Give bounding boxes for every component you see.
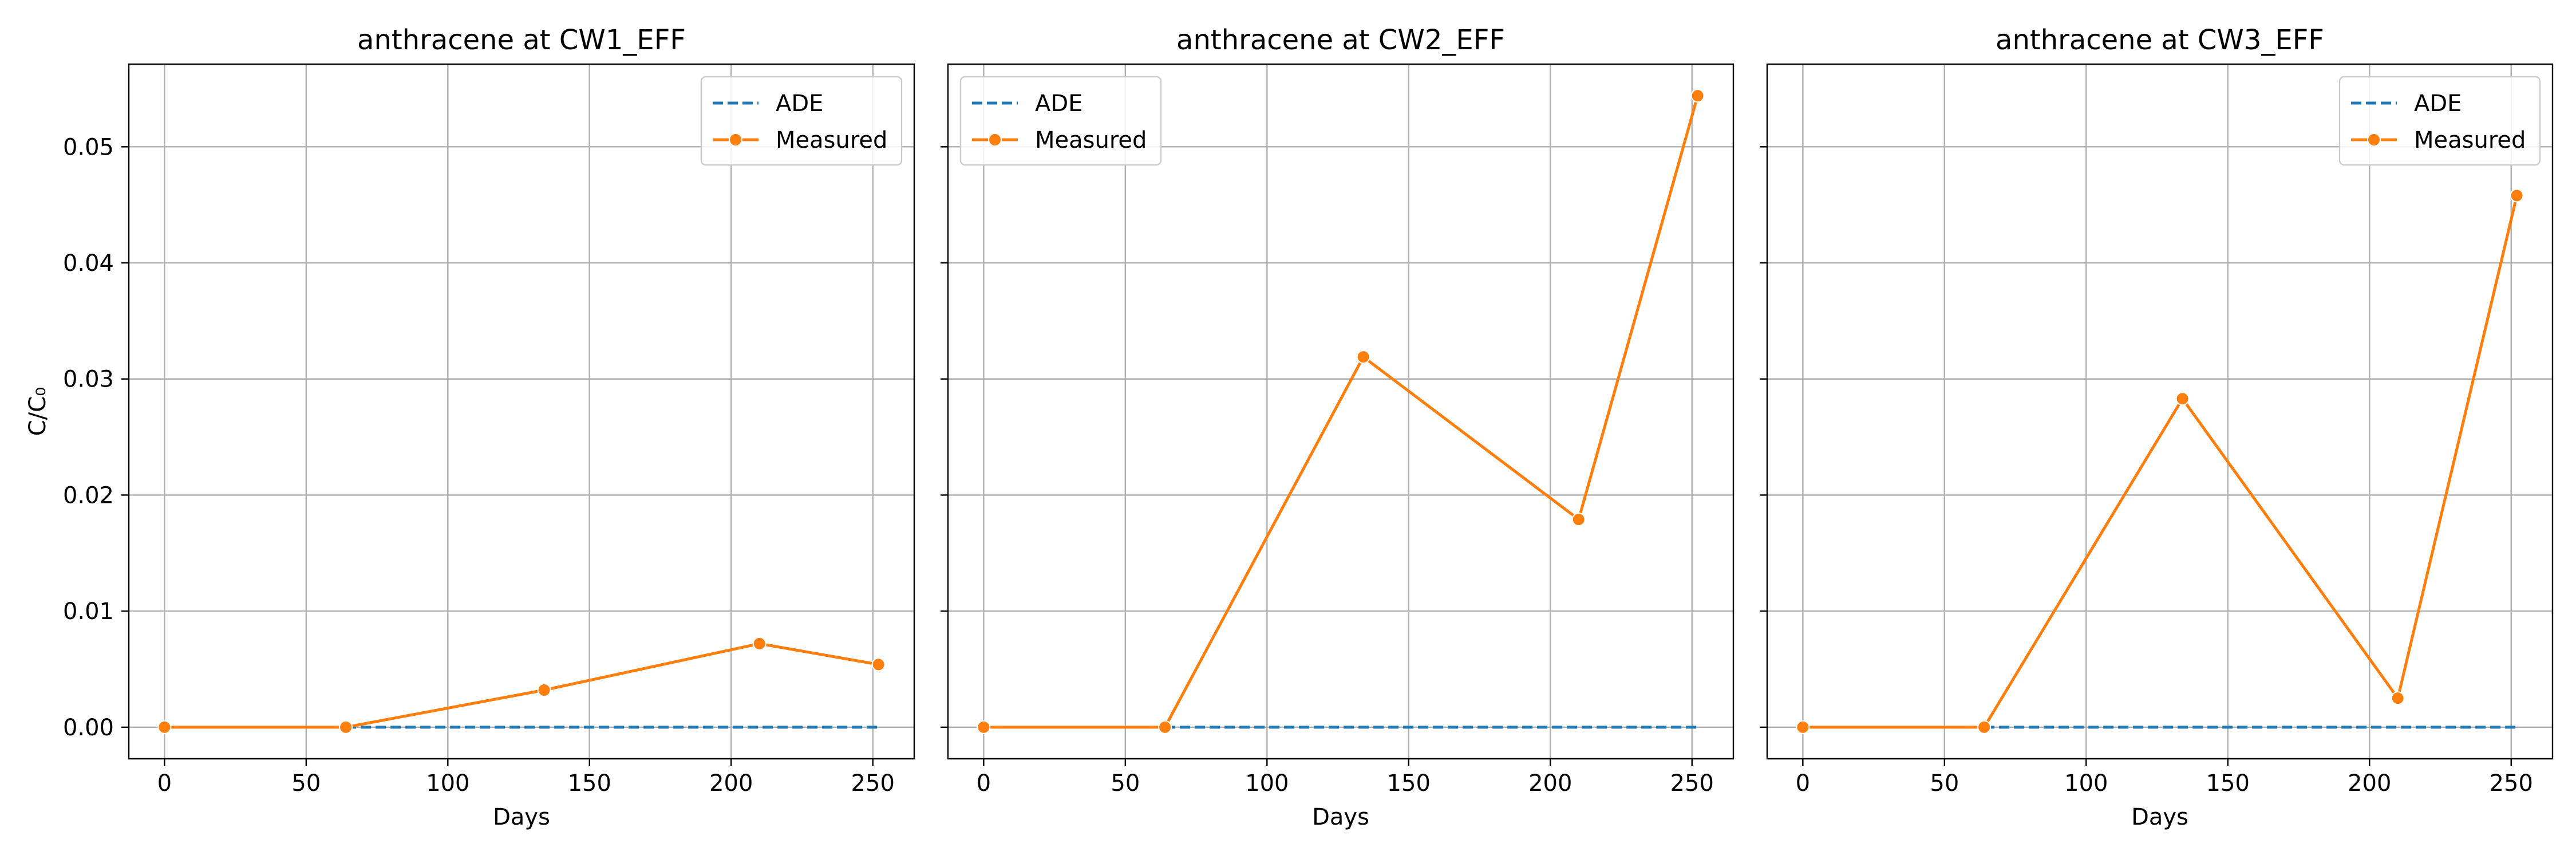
legend-marker-measured bbox=[988, 133, 1002, 147]
data-point-measured bbox=[2510, 188, 2524, 203]
chart-panel-1: 0 50 100 150 200 250 0.00 0.01 0.02 0.03 0.04 0.05 a… bbox=[25, 24, 915, 830]
x-tick-label: 50 bbox=[291, 770, 321, 797]
x-tick-label: 200 bbox=[1528, 770, 1572, 797]
data-point-measured bbox=[1690, 89, 1705, 103]
x-tick-label: 250 bbox=[1670, 770, 1714, 797]
data-point-measured bbox=[1356, 350, 1370, 364]
data-point-measured bbox=[1158, 720, 1172, 734]
chart-panel-2: 0 50 100 150 200 250 anthracene at CW2_EFF Days… bbox=[941, 24, 1735, 830]
plot-frame bbox=[1766, 63, 2554, 760]
chart-title: anthracene at CW1_EFF bbox=[357, 24, 686, 56]
data-point-measured bbox=[339, 720, 353, 734]
chart-panel-3: 0 50 100 150 200 250 anthracene at CW3_EFF Days… bbox=[1760, 24, 2554, 830]
y-tick-label: 0.03 bbox=[63, 367, 114, 393]
legend-box bbox=[959, 76, 1162, 166]
data-point-measured bbox=[1571, 513, 1586, 527]
x-axis-label: Days bbox=[2131, 804, 2188, 830]
x-tick-label: 0 bbox=[1796, 770, 1810, 797]
legend-label-measured: Measured bbox=[2414, 127, 2526, 153]
legend: ADE Measured bbox=[959, 76, 1162, 166]
legend-label-ade: ADE bbox=[1035, 90, 1082, 117]
x-tick-label: 200 bbox=[709, 770, 753, 797]
chart-title: anthracene at CW3_EFF bbox=[1996, 24, 2324, 56]
y-tick-label: 0.00 bbox=[63, 715, 114, 741]
x-tick-label: 100 bbox=[2064, 770, 2108, 797]
legend-box bbox=[700, 76, 903, 166]
y-tick-label: 0.05 bbox=[63, 134, 114, 160]
x-tick-label: 150 bbox=[2206, 770, 2250, 797]
x-axis-label: Days bbox=[1312, 804, 1369, 830]
y-tick-label: 0.04 bbox=[63, 250, 114, 277]
x-tick-label: 100 bbox=[1245, 770, 1289, 797]
x-tick-label: 50 bbox=[1111, 770, 1140, 797]
legend-marker-measured bbox=[2367, 133, 2381, 147]
x-axis-label: Days bbox=[493, 804, 550, 830]
legend-marker-measured bbox=[729, 133, 742, 147]
x-tick-label: 150 bbox=[568, 770, 611, 797]
data-point-measured bbox=[2391, 691, 2405, 706]
legend-label-measured: Measured bbox=[1035, 127, 1147, 153]
y-tick-label: 0.01 bbox=[63, 598, 114, 625]
legend: ADE Measured bbox=[700, 76, 903, 166]
x-tick-label: 200 bbox=[2348, 770, 2391, 797]
data-point-measured bbox=[537, 683, 551, 697]
x-tick-label: 0 bbox=[157, 770, 172, 797]
x-tick-label: 250 bbox=[2490, 770, 2533, 797]
data-point-measured bbox=[752, 636, 767, 651]
data-point-measured bbox=[157, 720, 172, 734]
legend-label-ade: ADE bbox=[776, 90, 823, 117]
legend-label-ade: ADE bbox=[2414, 90, 2462, 117]
x-tick-label: 250 bbox=[851, 770, 895, 797]
x-tick-label: 150 bbox=[1387, 770, 1431, 797]
legend: ADE Measured bbox=[2338, 76, 2541, 166]
plot-frame bbox=[128, 63, 915, 760]
data-point-measured bbox=[2175, 392, 2190, 406]
data-point-measured bbox=[977, 720, 991, 734]
legend-box bbox=[2338, 76, 2541, 166]
x-tick-label: 50 bbox=[1930, 770, 1959, 797]
y-axis-label: C/C₀ bbox=[25, 387, 51, 436]
data-point-measured bbox=[1977, 720, 1992, 734]
y-tick-label: 0.02 bbox=[63, 482, 114, 509]
legend-label-measured: Measured bbox=[776, 127, 887, 153]
x-tick-label: 0 bbox=[977, 770, 991, 797]
data-point-measured bbox=[871, 657, 886, 672]
x-tick-label: 100 bbox=[426, 770, 469, 797]
data-point-measured bbox=[1796, 720, 1810, 734]
chart-title: anthracene at CW2_EFF bbox=[1176, 24, 1505, 56]
plot-frame bbox=[947, 63, 1735, 760]
